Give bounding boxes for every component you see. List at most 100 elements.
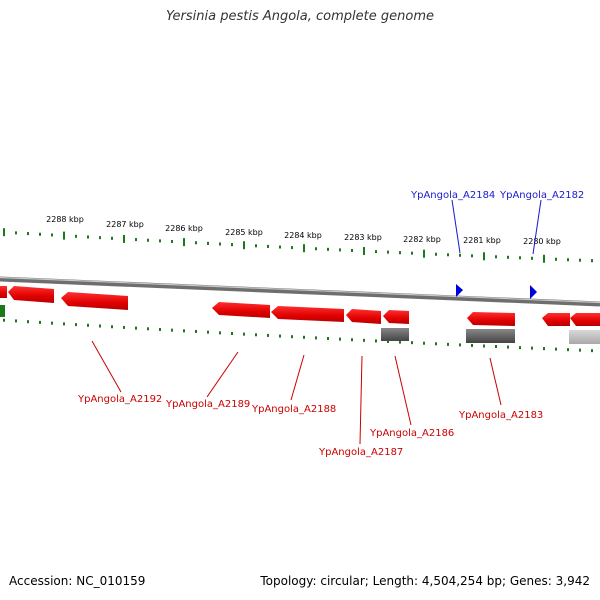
- scale-minor-tick: [435, 252, 437, 256]
- scale-minor-tick: [507, 255, 509, 259]
- accession-text: Accession: NC_010159: [9, 574, 146, 588]
- gene-ypangola-a2189[interactable]: [212, 302, 270, 318]
- gene-right-b[interactable]: [570, 313, 600, 326]
- scale-minor-tick: [375, 250, 377, 254]
- gene-ypangola-a2188[interactable]: [271, 306, 344, 322]
- gene-label[interactable]: YpAngola_A2186: [369, 428, 454, 439]
- scale-minor-tick: [519, 346, 521, 350]
- scale-major-tick: [243, 241, 245, 250]
- scale-label: 2283 kbp: [344, 233, 382, 242]
- scale-major-tick: [363, 247, 365, 256]
- scale-minor-tick: [387, 340, 389, 344]
- scale-major-tick: [183, 238, 185, 247]
- gene-ypangola-a2186[interactable]: [383, 310, 409, 324]
- scale-minor-tick: [555, 257, 557, 261]
- scale-minor-tick: [87, 235, 89, 239]
- gene-right-a[interactable]: [542, 313, 570, 326]
- scale-label: 2288 kbp: [46, 215, 84, 224]
- scale-minor-tick: [231, 243, 233, 247]
- gene-ypangola-a2182[interactable]: [530, 285, 537, 299]
- gene-ypangola-a2184[interactable]: [456, 284, 463, 297]
- scale-minor-tick: [15, 319, 17, 323]
- scale-minor-tick: [351, 338, 353, 342]
- scale-minor-tick: [579, 348, 581, 352]
- gene-label[interactable]: YpAngola_A2189: [165, 399, 250, 410]
- scale-minor-tick: [171, 328, 173, 332]
- scale-minor-tick: [195, 241, 197, 245]
- scale-minor-tick: [75, 234, 77, 238]
- gene-label[interactable]: YpAngola_A2188: [251, 404, 336, 415]
- scale-minor-tick: [411, 251, 413, 255]
- lower-scale-track: [3, 318, 593, 353]
- scale-minor-tick: [447, 253, 449, 257]
- label-leaders: [91, 199, 542, 445]
- scale-minor-tick: [27, 320, 29, 324]
- gene-ypangola-a2187[interactable]: [346, 309, 381, 324]
- scale-minor-tick: [171, 240, 173, 244]
- leader-ypangola-a2192: [91, 340, 122, 393]
- scale-minor-tick: [579, 258, 581, 262]
- upper-scale-track: [3, 228, 593, 263]
- scale-minor-tick: [195, 330, 197, 334]
- gene-label[interactable]: YpAngola_A2184: [410, 190, 495, 201]
- scale-minor-tick: [123, 325, 125, 329]
- feature-dark[interactable]: [466, 329, 515, 343]
- scale-major-tick: [543, 254, 545, 263]
- gene-ypangola-a2192[interactable]: [61, 292, 128, 310]
- scale-label: 2284 kbp: [284, 231, 322, 240]
- minus-strand-genes: [0, 286, 600, 326]
- gene-label[interactable]: YpAngola_A2192: [77, 394, 162, 405]
- scale-labels: 2288 kbp 2287 kbp 2286 kbp 2285 kbp 2284…: [46, 215, 561, 246]
- scale-minor-tick: [327, 247, 329, 251]
- scale-minor-tick: [567, 258, 569, 262]
- scale-minor-tick: [423, 341, 425, 345]
- scale-minor-tick: [339, 248, 341, 252]
- feature-dark[interactable]: [381, 328, 409, 341]
- scale-minor-tick: [351, 248, 353, 252]
- scale-minor-tick: [27, 232, 29, 236]
- scale-label: 2287 kbp: [106, 220, 144, 229]
- scale-minor-tick: [591, 349, 593, 353]
- scale-minor-tick: [219, 242, 221, 246]
- scale-minor-tick: [15, 231, 17, 235]
- scale-minor-tick: [531, 346, 533, 350]
- scale-minor-tick: [147, 238, 149, 242]
- scale-major-tick: [303, 244, 305, 253]
- scale-minor-tick: [111, 325, 113, 329]
- scale-minor-tick: [375, 339, 377, 343]
- scale-minor-tick: [87, 323, 89, 327]
- gene-label[interactable]: YpAngola_A2187: [318, 447, 403, 458]
- feature-light[interactable]: [569, 330, 600, 344]
- scale-minor-tick: [387, 250, 389, 254]
- scale-minor-tick: [471, 254, 473, 258]
- scale-minor-tick: [183, 329, 185, 333]
- scale-minor-tick: [507, 345, 509, 349]
- genome-backbone: [0, 276, 600, 307]
- scale-minor-tick: [243, 332, 245, 336]
- feature-green[interactable]: [0, 305, 5, 317]
- scale-minor-tick: [435, 342, 437, 346]
- scale-minor-tick: [471, 343, 473, 347]
- gene-ypangola-a2183[interactable]: [467, 312, 515, 326]
- scale-minor-tick: [531, 256, 533, 260]
- scale-minor-tick: [207, 241, 209, 245]
- gene-left-edge[interactable]: [0, 286, 7, 298]
- scale-minor-tick: [207, 330, 209, 334]
- scale-minor-tick: [219, 331, 221, 335]
- scale-minor-tick: [135, 238, 137, 242]
- scale-minor-tick: [519, 256, 521, 260]
- scale-minor-tick: [39, 320, 41, 324]
- scale-minor-tick: [279, 334, 281, 338]
- leader-ypangola-a2189: [206, 351, 239, 398]
- map-title: Yersinia pestis Angola, complete genome: [166, 9, 434, 24]
- scale-minor-tick: [591, 259, 593, 263]
- scale-minor-tick: [495, 255, 497, 259]
- gene-unlabeled[interactable]: [8, 286, 54, 303]
- gene-label[interactable]: YpAngola_A2182: [499, 190, 584, 201]
- scale-minor-tick: [267, 333, 269, 337]
- scale-minor-tick: [111, 236, 113, 240]
- gene-label[interactable]: YpAngola_A2183: [458, 410, 543, 421]
- scale-major-tick: [63, 231, 65, 240]
- scale-minor-tick: [303, 335, 305, 339]
